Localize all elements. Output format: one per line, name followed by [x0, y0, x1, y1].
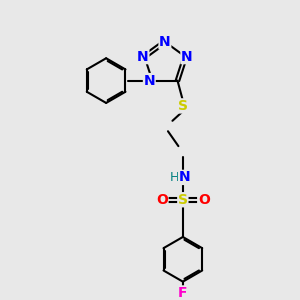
- Text: F: F: [178, 286, 188, 300]
- Text: N: N: [137, 50, 149, 64]
- Text: H: H: [170, 171, 179, 184]
- Text: S: S: [178, 193, 188, 207]
- Text: N: N: [181, 50, 193, 64]
- Text: N: N: [178, 170, 190, 184]
- Text: S: S: [178, 99, 188, 113]
- Text: N: N: [159, 35, 171, 49]
- Text: O: O: [198, 193, 210, 207]
- Text: O: O: [156, 193, 168, 207]
- Text: N: N: [143, 74, 155, 88]
